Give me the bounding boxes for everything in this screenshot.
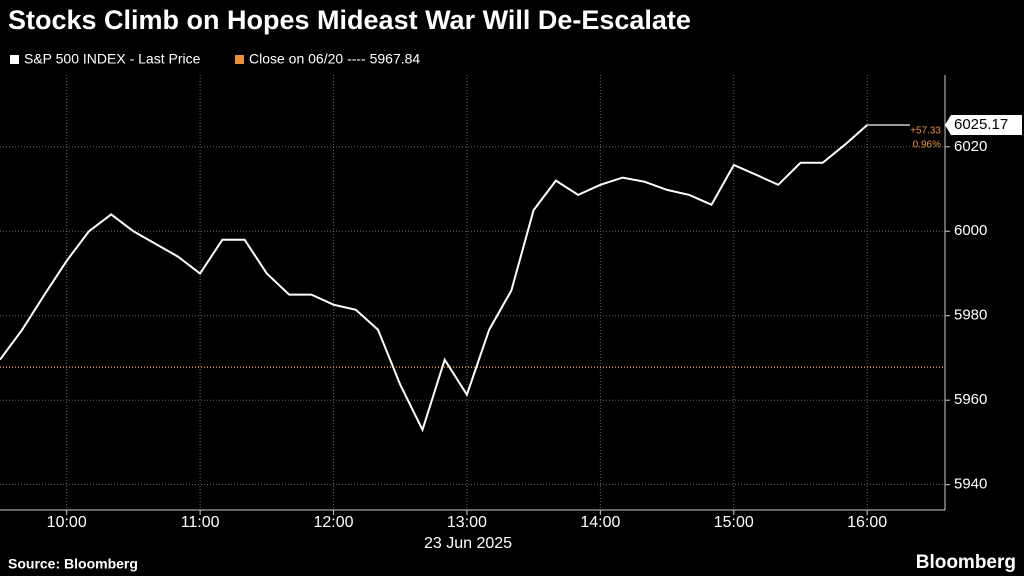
legend-swatch [235,55,244,64]
legend-entry: S&P 500 INDEX - Last Price [24,51,201,67]
x-tick-label: 15:00 [714,514,754,531]
x-tick-label: 12:00 [314,514,354,531]
x-axis-label: 23 Jun 2025 [424,535,512,552]
brand: Bloomberg [916,552,1016,573]
x-tick-label: 16:00 [847,514,887,531]
x-tick-label: 14:00 [580,514,620,531]
legend-swatch [10,55,19,64]
source: Source: Bloomberg [8,556,138,572]
change-annotation: 0.96% [913,140,941,151]
last-price-tag [945,114,1022,135]
y-tick-label: 5940 [954,476,987,493]
chart-title: Stocks Climb on Hopes Mideast War Will D… [8,5,691,35]
x-tick-label: 11:00 [181,514,220,531]
x-tick-label: 10:00 [47,514,87,531]
legend-entry: Close on 06/20 ---- 5967.84 [249,51,420,67]
price-line [0,124,868,433]
y-tick-label: 5980 [954,307,987,324]
y-tick-label: 6000 [954,222,987,239]
x-tick-label: 13:00 [447,514,487,531]
last-price-label: 6025.17 [954,116,1008,133]
y-tick-label: 5960 [954,391,987,408]
y-tick-label: 6020 [954,138,987,155]
change-annotation: +57.33 [910,126,941,137]
